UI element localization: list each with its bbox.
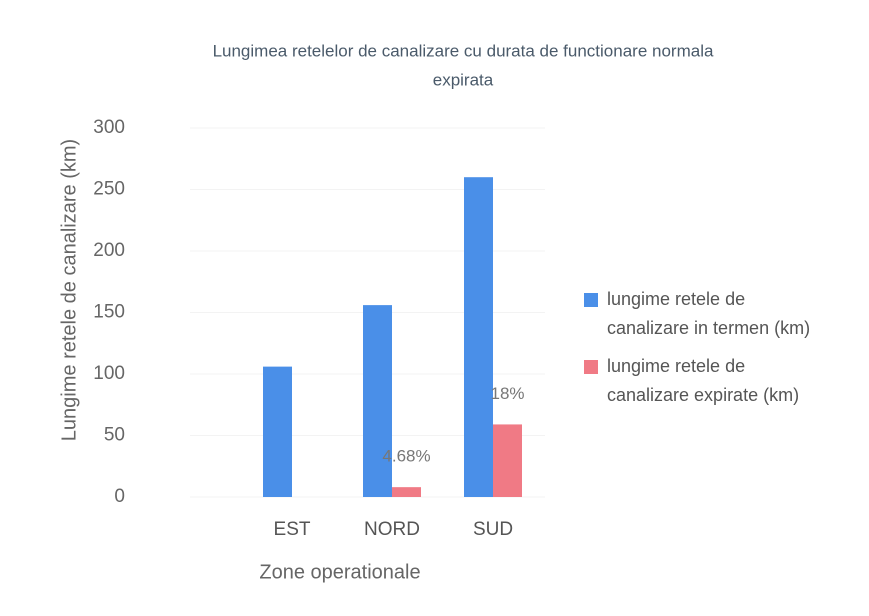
data-label: 18% (490, 384, 524, 403)
bar (263, 366, 292, 497)
y-tick-label: 300 (93, 117, 125, 138)
y-tick-label: 50 (104, 425, 125, 446)
y-axis-title: Lungime retele de canalizare (km) (58, 139, 80, 441)
y-tick-label: 200 (93, 240, 125, 261)
data-label: 4.68% (382, 447, 430, 466)
y-tick-label: 0 (114, 486, 125, 507)
bar (493, 424, 522, 497)
x-axis-title: Zone operationale (259, 561, 420, 583)
x-tick-label: SUD (473, 519, 513, 540)
legend-label: canalizare expirate (km) (607, 385, 799, 405)
legend-label: canalizare in termen (km) (607, 318, 810, 338)
bar (392, 487, 421, 497)
bar (464, 177, 493, 497)
legend-swatch (584, 360, 598, 374)
chart-title: expirata (433, 70, 494, 89)
y-tick-label: 250 (93, 179, 125, 200)
legend-label: lungime retele de (607, 289, 745, 309)
y-tick-label: 100 (93, 363, 125, 384)
bar (363, 305, 392, 497)
y-tick-label: 150 (93, 302, 125, 323)
legend-label: lungime retele de (607, 356, 745, 376)
legend-swatch (584, 293, 598, 307)
x-tick-label: EST (274, 519, 311, 540)
x-tick-label: NORD (364, 519, 420, 540)
chart-title: Lungimea retelelor de canalizare cu dura… (213, 41, 714, 60)
